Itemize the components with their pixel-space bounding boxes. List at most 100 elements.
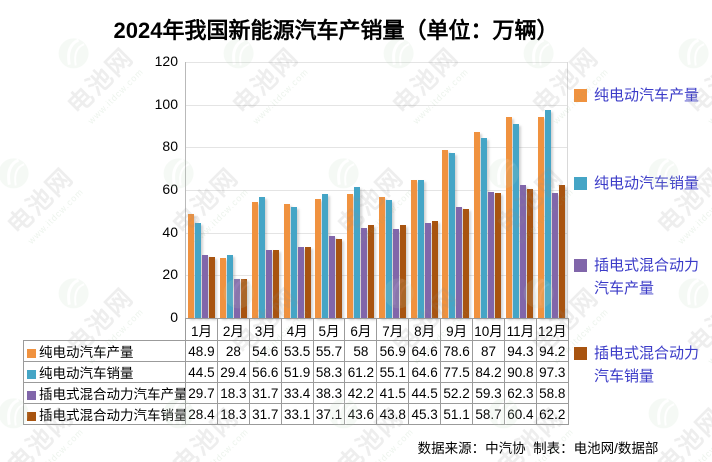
table-ghost-cell [24, 319, 186, 341]
table-row: 插电式混合动力汽车销量 28.4 18.3 31.7 33.1 37.1 43.6 43.8 4… [23, 403, 569, 425]
table-cell: 55.1 [376, 361, 410, 383]
table-cell: 28 [216, 340, 250, 362]
legend-item: 纯电动汽车销量 [574, 173, 699, 196]
table-cell: 29.7 [185, 382, 218, 404]
bar [329, 236, 336, 318]
table-cell: 44.5 [185, 361, 218, 383]
bar [505, 116, 512, 318]
table-cell: 53.5 [280, 340, 314, 362]
series-color-icon [27, 369, 36, 379]
table-cell: 87 [472, 340, 505, 362]
table-cell: 29.4 [216, 361, 250, 383]
gridline [186, 190, 567, 191]
bar [315, 199, 322, 318]
table-cell: 45.3 [408, 403, 442, 425]
table-cell: 51.9 [280, 361, 314, 383]
data-table: 1月 2月 3月 4月 5月 6月 7月 8月 9月 10月 11月 12月 纯电动汽车产量 48.9 28… [23, 318, 569, 425]
legend-label: 插电式混合动力汽车销量 [594, 345, 700, 385]
bar [449, 152, 456, 318]
table-cell: 56.9 [376, 340, 410, 362]
table-cell: 33.1 [280, 403, 314, 425]
bar [347, 194, 354, 318]
bar [368, 225, 375, 318]
table-cell: 64.6 [408, 340, 442, 362]
table-row: 纯电动汽车产量 48.9 28 54.6 53.5 55.7 58 56.9 64.6 78.6 8… [23, 340, 569, 362]
bar-group-7月 [377, 62, 409, 318]
bar [304, 247, 311, 318]
table-cell: 43.6 [344, 403, 378, 425]
table-cell: 58.3 [312, 361, 346, 383]
table-cell: 78.6 [440, 340, 474, 362]
gridline [186, 232, 567, 234]
bar [195, 223, 202, 318]
bar [519, 185, 526, 318]
table-cell: 54.6 [248, 340, 282, 362]
bar-group-10月 [472, 62, 504, 318]
bar [378, 196, 385, 318]
watermark-brand-text: 电池网 [2, 162, 80, 240]
bar [258, 197, 265, 318]
table-cell: 58 [344, 340, 378, 362]
legend-label: 纯电动汽车销量 [594, 175, 700, 192]
bar [202, 254, 209, 318]
table-cell: 62.3 [503, 382, 537, 404]
bar [272, 250, 279, 318]
table-cell: 64.6 [408, 361, 442, 383]
series-color-icon [27, 390, 36, 400]
bar-group-1月 [186, 62, 218, 318]
bar [417, 180, 424, 318]
data-source-note: 数据来源：中汽协 制表：电池网/数据部 [417, 441, 659, 456]
bar [188, 213, 195, 318]
table-cell: 18.3 [216, 403, 250, 425]
bar [558, 185, 565, 318]
table-cell: 42.2 [344, 382, 378, 404]
bar [488, 191, 495, 318]
month-header: 5月 [312, 318, 346, 341]
bar-groups [186, 62, 567, 318]
watermark-logo-icon [58, 278, 89, 309]
table-cell: 58.8 [535, 382, 569, 404]
table-cell: 84.2 [472, 361, 505, 383]
bar [399, 224, 406, 318]
y-tick-label: 40 [162, 223, 178, 240]
table-header-row: 1月 2月 3月 4月 5月 6月 7月 8月 9月 10月 11月 12月 [24, 318, 569, 341]
gridline [186, 147, 567, 149]
bar [456, 206, 463, 318]
table-cell: 43.8 [376, 403, 410, 425]
bar [481, 138, 488, 318]
table-row: 插电式混合动力汽车产量 29.7 18.3 31.7 33.4 38.3 42.2 41.5 4… [23, 382, 569, 404]
row-label: 插电式混合动力汽车产量 [23, 382, 186, 404]
table-cell: 18.3 [216, 382, 250, 404]
month-header: 9月 [440, 318, 474, 341]
bar [463, 209, 470, 318]
bar [474, 132, 481, 318]
table-cell: 62.2 [535, 403, 569, 425]
chart-title: 2024年我国新能源汽车产销量（单位：万辆） [113, 18, 559, 43]
bar [385, 200, 392, 318]
bar [495, 192, 502, 318]
bar-group-4月 [281, 62, 313, 318]
watermark-url-text: www.itdcw.com [191, 426, 251, 462]
table-cell: 77.5 [440, 361, 474, 383]
month-header: 11月 [503, 318, 537, 341]
month-header: 1月 [185, 318, 218, 341]
legend-label: 纯电动汽车产量 [594, 87, 700, 104]
bar [265, 250, 272, 318]
bar [336, 238, 343, 318]
bar [209, 257, 216, 318]
table-cell: 33.4 [280, 382, 314, 404]
bar [251, 201, 258, 318]
month-header: 12月 [535, 318, 569, 341]
bar [537, 117, 544, 318]
series-color-icon [27, 411, 36, 421]
series-color-icon [27, 348, 36, 358]
table-cell: 44.5 [408, 382, 442, 404]
bar [322, 193, 329, 318]
month-header: 4月 [280, 318, 314, 341]
bar-group-2月 [218, 62, 250, 318]
table-cell: 59.3 [472, 382, 505, 404]
plot-area [185, 62, 568, 318]
table-cell: 38.3 [312, 382, 346, 404]
